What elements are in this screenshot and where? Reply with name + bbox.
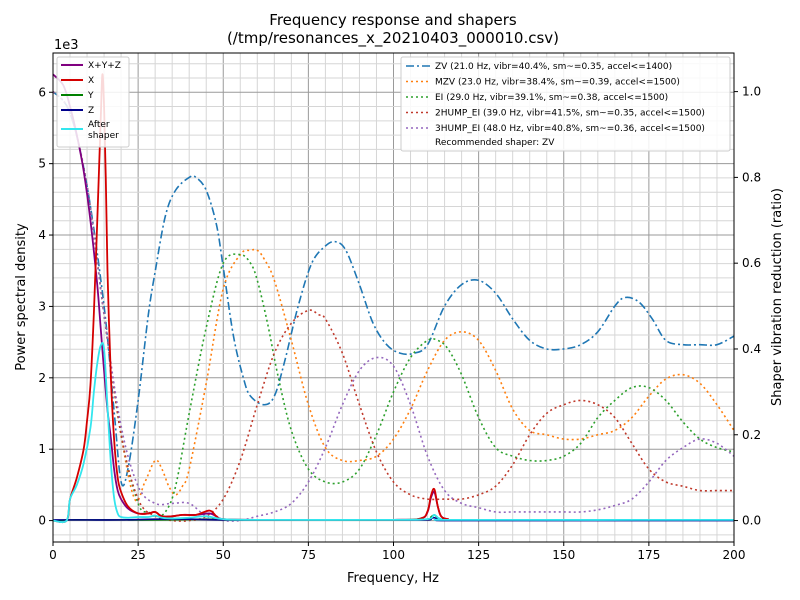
- legend-right-label: 2HUMP_EI (39.0 Hz, vibr=41.5%, sm~=0.35,…: [435, 109, 705, 119]
- x-tick-label: 75: [301, 548, 316, 562]
- y-tick-label: 2: [38, 371, 46, 385]
- chart-subtitle: (/tmp/resonances_x_20210403_000010.csv): [227, 29, 559, 48]
- legend-recommended-shaper: Recommended shaper: ZV: [435, 138, 555, 148]
- x-tick-label: 125: [467, 548, 490, 562]
- y-tick-label: 4: [38, 228, 46, 242]
- y2-tick-label: 0.0: [742, 514, 761, 528]
- legend-right-label: 3HUMP_EI (48.0 Hz, vibr=40.8%, sm~=0.36,…: [435, 124, 705, 134]
- y2-tick-label: 0.2: [742, 428, 761, 442]
- x-tick-label: 100: [382, 548, 405, 562]
- y-tick-label: 1: [38, 442, 46, 456]
- legend-left-label: After shaper: [88, 120, 119, 141]
- legend-right-label: EI (29.0 Hz, vibr=39.1%, sm~=0.38, accel…: [435, 93, 668, 103]
- x-axis-label: Frequency, Hz: [347, 571, 439, 586]
- y2-tick-label: 0.4: [742, 342, 761, 356]
- y-tick-label: 3: [38, 299, 46, 313]
- y-tick-label: 0: [38, 514, 46, 528]
- x-tick-label: 0: [49, 548, 57, 562]
- legend-left: X+Y+Z XYZ After shaper: [56, 56, 130, 148]
- psd-curve-4: [52, 341, 735, 524]
- shaper-curve-1: [52, 91, 735, 502]
- legend-left-label: X+Y+Z: [88, 61, 121, 71]
- chart-title: Frequency response and shapers: [269, 11, 517, 29]
- x-tick-label: 25: [130, 548, 145, 562]
- plot-area: [52, 73, 735, 524]
- psd-curve-1: [52, 73, 735, 524]
- legend-right: ZV (21.0 Hz, vibr=40.4%, sm~=0.35, accel…: [400, 56, 731, 152]
- legend-right-box: [400, 56, 731, 152]
- y2-axis-label: Shaper vibration reduction (ratio): [770, 188, 785, 406]
- x-tick-label: 200: [723, 548, 746, 562]
- legend-left-label: Z: [88, 106, 94, 116]
- y-tick-label: 5: [38, 157, 46, 171]
- legend-left-label: X: [88, 76, 94, 86]
- legend-right-label: MZV (23.0 Hz, vibr=38.4%, sm~=0.39, acce…: [435, 78, 680, 88]
- y-tick-label: 6: [38, 85, 46, 99]
- y2-tick-label: 0.8: [742, 170, 761, 184]
- y2-tick-label: 0.6: [742, 256, 761, 270]
- axis-ticks: 0 25 50 75 100 125 150 175 200 0 1 2 3 4 5 6 0.0 0.2 0.4 0.…: [38, 85, 761, 562]
- x-tick-label: 50: [216, 548, 231, 562]
- legend-right-label: ZV (21.0 Hz, vibr=40.4%, sm~=0.35, accel…: [435, 62, 672, 72]
- y-axis-label: Power spectral density: [14, 223, 29, 371]
- y-multiplier-label: 1e3: [54, 38, 79, 53]
- legend-left-label: Y: [87, 91, 94, 101]
- shaper-curve-0: [52, 91, 735, 487]
- shaper-curve-4: [52, 91, 735, 522]
- y2-tick-label: 1.0: [742, 85, 761, 99]
- x-tick-label: 150: [552, 548, 575, 562]
- x-tick-label: 175: [637, 548, 660, 562]
